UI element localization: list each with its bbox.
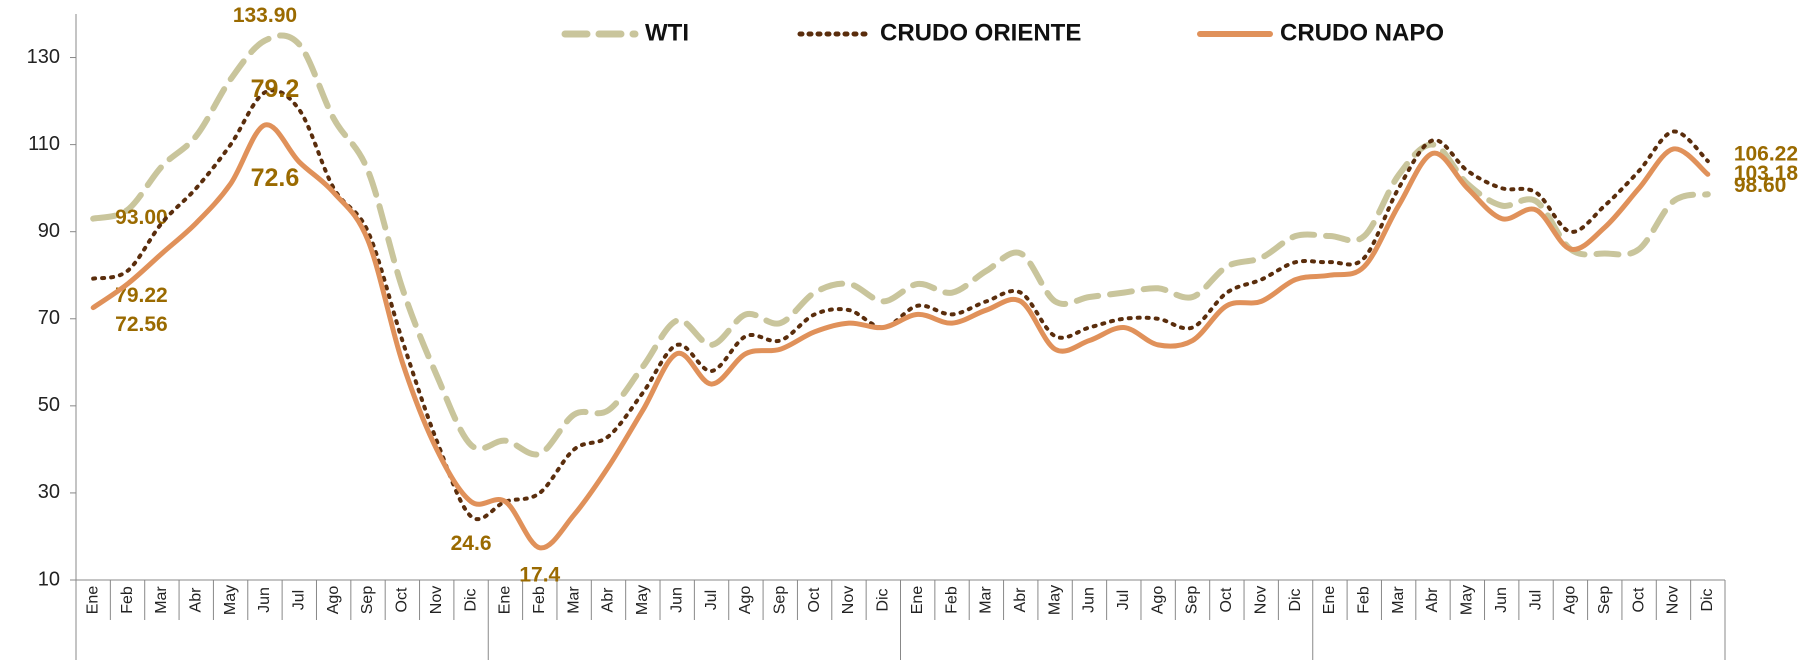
x-tick-label: Abr (1424, 587, 1441, 613)
y-tick-label: 10 (38, 568, 60, 590)
data-label: 72.56 (115, 313, 168, 336)
x-tick-label: Dic (1699, 588, 1716, 611)
x-tick-label: Mar (565, 586, 582, 614)
x-tick-label: Ago (325, 586, 342, 615)
x-tick-label: Abr (1012, 587, 1029, 613)
x-tick-label: Oct (1630, 587, 1647, 612)
data-label: 79.22 (115, 284, 168, 307)
annotation: 79.2 (251, 75, 300, 103)
x-tick-label: Mar (1390, 586, 1407, 614)
x-tick-label: Sep (1596, 586, 1613, 615)
data-label: 133.90 (233, 4, 297, 27)
x-tick-label: May (1459, 585, 1476, 615)
x-tick-label: Ene (1321, 586, 1338, 615)
x-tick-label: Ene (909, 586, 926, 615)
y-tick-label: 130 (27, 46, 60, 68)
y-tick-label: 90 (38, 220, 60, 242)
x-tick-label: Jul (1527, 590, 1544, 610)
data-label: 93.00 (115, 206, 168, 229)
x-tick-label: Nov (1252, 586, 1269, 614)
x-tick-label: Jun (1493, 587, 1510, 613)
y-tick-label: 30 (38, 481, 60, 503)
x-tick-label: Mar (978, 586, 995, 614)
x-tick-label: Jul (703, 590, 720, 610)
x-tick-label: Sep (1184, 586, 1201, 615)
x-tick-label: Oct (394, 587, 411, 612)
x-tick-label: May (634, 585, 651, 615)
x-tick-label: Oct (1218, 587, 1235, 612)
x-tick-label: Ene (84, 586, 101, 615)
x-tick-label: May (222, 585, 239, 615)
data-label: 24.6 (451, 532, 492, 555)
line-series (90, 32, 1711, 458)
x-tick-label: Jun (1081, 587, 1098, 613)
x-tick-label: Sep (359, 586, 376, 615)
x-tick-label: Feb (943, 586, 960, 614)
data-label: 98.60 (1734, 174, 1787, 197)
x-tick-label: Dic (462, 588, 479, 611)
x-tick-label: Oct (806, 587, 823, 612)
legend-label: CRUDO NAPO (1280, 19, 1444, 46)
x-tick-label: Dic (1287, 588, 1304, 611)
x-tick-label: Dic (875, 588, 892, 611)
x-tick-label: Mar (153, 586, 170, 614)
x-tick-label: Abr (600, 587, 617, 613)
x-tick-label: Jun (256, 587, 273, 613)
x-tick-label: Ago (1562, 586, 1579, 615)
x-tick-label: Feb (531, 586, 548, 614)
x-tick-label: Feb (119, 586, 136, 614)
x-tick-label: Ago (1149, 586, 1166, 615)
data-label: 17.4 (519, 563, 560, 586)
data-label: 106.22 (1734, 143, 1798, 166)
x-tick-label: Ene (497, 586, 514, 615)
annotation: 72.6 (251, 164, 300, 192)
x-tick-label: Abr (187, 587, 204, 613)
data-label: 103.18 (1734, 162, 1799, 185)
x-tick-label: Nov (428, 586, 445, 614)
line-series (90, 122, 1711, 551)
x-tick-label: Jun (668, 587, 685, 613)
legend-label: CRUDO ORIENTE (880, 19, 1081, 46)
y-tick-label: 110 (28, 133, 60, 155)
x-tick-label: Jul (1115, 590, 1132, 610)
y-tick-label: 70 (38, 307, 60, 329)
x-tick-label: Sep (771, 586, 788, 615)
x-tick-label: Jul (291, 590, 308, 610)
x-tick-label: Feb (1356, 586, 1373, 614)
y-tick-label: 50 (38, 394, 60, 416)
x-tick-label: May (1046, 585, 1063, 615)
x-tick-label: Nov (840, 586, 857, 614)
legend-label: WTI (645, 19, 689, 46)
line-series (91, 88, 1710, 521)
x-tick-label: Nov (1665, 586, 1682, 614)
x-tick-label: Ago (737, 586, 754, 615)
